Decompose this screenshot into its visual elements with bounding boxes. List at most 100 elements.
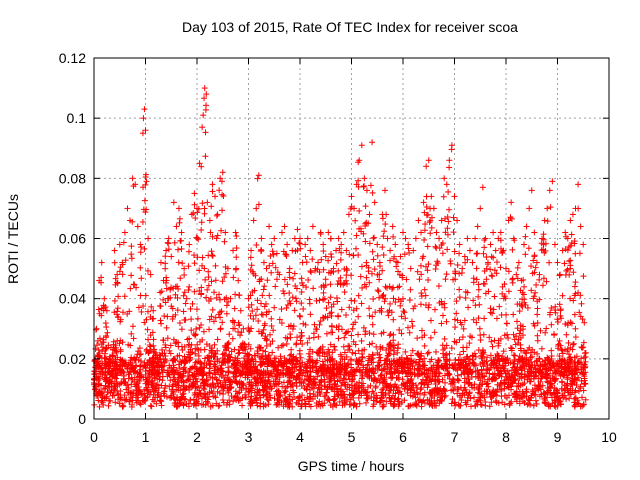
data-point [235,277,242,284]
data-point [497,264,504,271]
data-point [516,308,523,315]
data-point [178,245,185,252]
data-point [406,403,413,410]
data-point [425,301,432,308]
data-point [253,241,260,248]
data-point [200,328,207,335]
data-point [541,217,548,224]
data-point [356,400,363,407]
data-point [344,386,351,393]
data-point [316,321,323,328]
data-point [432,266,439,273]
data-point [343,280,350,287]
data-point [116,268,123,275]
data-point [508,199,515,206]
data-point [374,287,381,294]
data-point [539,282,546,289]
data-point [96,403,103,410]
data-point [114,305,121,312]
data-point [548,347,555,354]
data-point [140,115,147,122]
data-point [575,181,582,188]
data-point [223,302,230,309]
data-point [415,217,422,224]
data-point [202,129,209,136]
data-point [192,359,199,366]
data-point [369,189,376,196]
data-point [129,175,136,182]
data-point [334,281,341,288]
data-point [379,215,386,222]
data-point [452,324,459,331]
data-point [95,397,102,404]
x-tick-labels: 0 1 2 3 4 5 6 7 8 9 10 [90,429,617,445]
data-point [176,215,183,222]
data-point [191,260,198,267]
data-point [477,336,484,343]
data-point [325,299,332,306]
data-point [357,273,364,280]
data-point [120,403,127,410]
data-point [163,324,170,331]
data-point [453,310,460,317]
data-point [474,250,481,257]
data-point [355,331,362,338]
data-point [473,265,480,272]
data-point [201,205,208,212]
data-point [327,235,334,242]
data-point [297,235,303,242]
data-point [489,343,496,350]
data-point [158,288,165,295]
y-tick-labels: 0 0.02 0.04 0.06 0.08 0.1 0.12 [59,50,86,427]
data-point [230,274,237,281]
data-point [157,397,164,404]
data-point [572,325,579,332]
data-point [421,286,428,293]
data-point [150,336,157,343]
data-point [465,381,472,388]
data-point [387,330,394,337]
data-point [572,205,579,212]
data-point [297,313,304,320]
x-tick-label: 9 [554,429,562,445]
data-point [286,265,293,272]
data-point [343,247,350,254]
data-point [119,271,126,278]
data-point [110,352,117,359]
data-point [435,283,442,290]
data-point [544,218,551,225]
data-point [175,205,182,212]
data-point [547,204,554,211]
data-point [564,266,571,273]
data-point [387,300,394,307]
data-point [523,223,530,230]
data-point [254,348,261,355]
data-point [208,203,215,210]
data-point [459,334,466,341]
data-point [526,205,533,212]
data-point [363,274,370,281]
data-point [294,226,301,233]
data-point [345,211,352,218]
data-point [325,396,332,403]
data-point [237,307,244,314]
data-point [442,276,449,283]
data-point [163,285,170,292]
data-point [567,217,574,224]
data-point [431,306,438,313]
data-point [266,223,273,230]
data-point [362,203,369,210]
data-point [503,311,510,318]
data-point [199,254,206,261]
data-point [475,286,482,293]
data-point [186,241,193,248]
data-point [400,308,407,315]
x-tick-label: 0 [90,429,98,445]
data-point [290,323,297,330]
data-point [314,373,321,380]
data-point [157,289,164,296]
data-point [363,259,370,266]
data-point [306,296,313,303]
data-point [441,175,448,182]
